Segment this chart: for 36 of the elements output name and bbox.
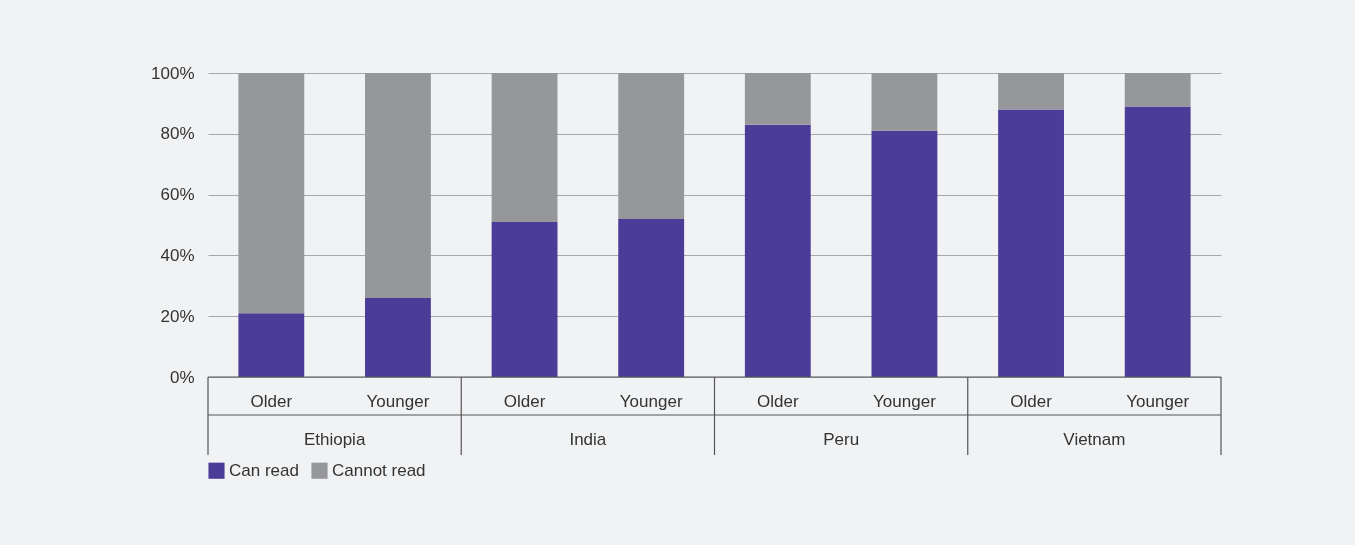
bar bbox=[491, 221, 558, 377]
bar bbox=[998, 73, 1064, 110]
bar bbox=[618, 73, 685, 219]
bar bbox=[744, 73, 811, 125]
y-tick-label: 80% bbox=[160, 124, 195, 144]
bar bbox=[998, 109, 1064, 377]
text: Vietnam bbox=[1063, 430, 1126, 449]
x-tick-label: Older bbox=[250, 392, 293, 411]
x-tick-label: Younger bbox=[873, 392, 937, 411]
x-tick-label: Younger bbox=[366, 392, 430, 411]
bar bbox=[238, 313, 305, 377]
bar bbox=[491, 73, 558, 222]
legend-label: Cannot read bbox=[332, 460, 426, 480]
y-tick-label: 40% bbox=[160, 245, 195, 265]
x-tick-label: Older bbox=[503, 392, 546, 411]
bar bbox=[238, 73, 305, 314]
bar bbox=[1124, 73, 1191, 107]
x-tick-label: Younger bbox=[619, 392, 683, 411]
x-tick-label: Younger bbox=[1126, 392, 1190, 411]
x-tick-label: Older bbox=[1010, 392, 1053, 411]
text: India bbox=[569, 430, 607, 449]
y-tick-label: 0% bbox=[169, 367, 195, 387]
legend-label: Can read bbox=[229, 460, 299, 480]
bar bbox=[365, 297, 431, 377]
y-tick-label: 60% bbox=[160, 185, 195, 205]
bar bbox=[1124, 106, 1191, 377]
x-tick-label: Older bbox=[757, 392, 799, 411]
y-tick-label: 20% bbox=[160, 306, 195, 326]
text: Ethiopia bbox=[303, 430, 366, 449]
bar bbox=[618, 218, 685, 377]
y-tick-label: 100% bbox=[151, 63, 195, 83]
text: Peru bbox=[823, 430, 860, 449]
bar bbox=[744, 124, 811, 377]
bar bbox=[871, 130, 938, 377]
bar bbox=[365, 73, 431, 298]
bar bbox=[871, 73, 938, 131]
